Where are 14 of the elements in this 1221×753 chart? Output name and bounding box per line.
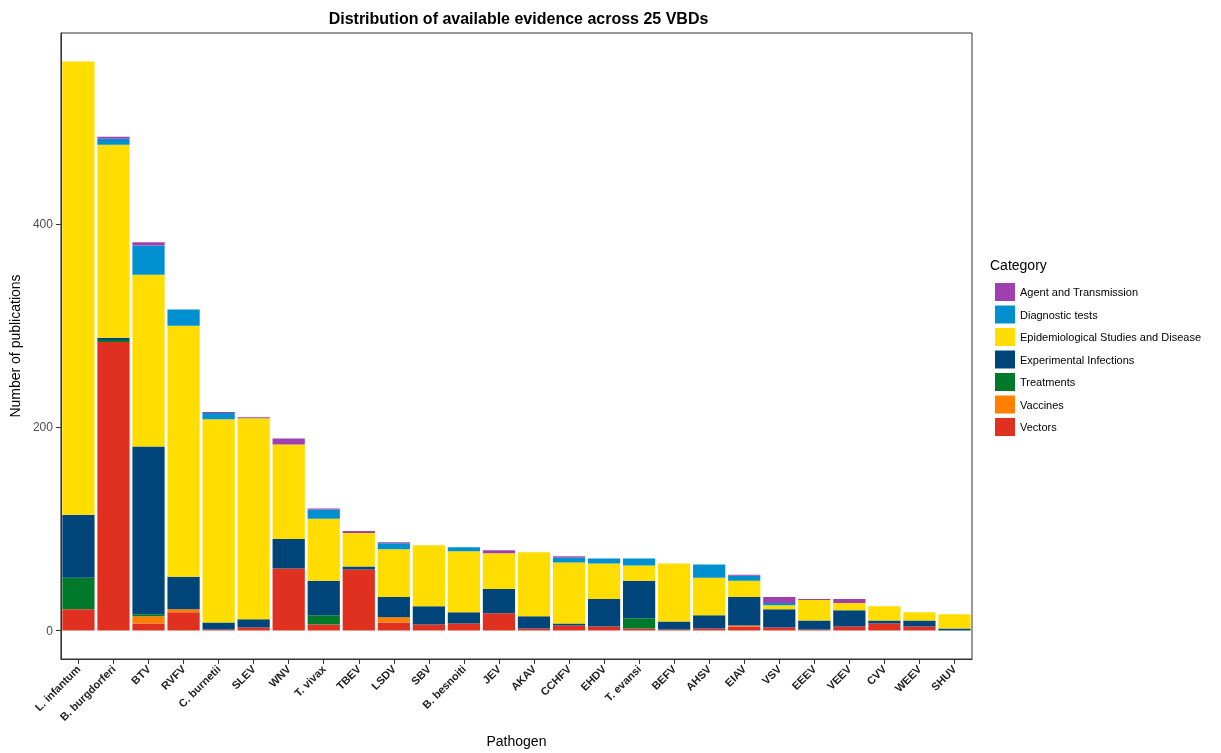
y-tick-label: 0 — [46, 623, 54, 638]
legend-label: Experimental Infections — [1020, 353, 1135, 366]
legend-label: Epidemiological Studies and Disease — [1020, 331, 1201, 343]
y-axis-title: Number of publications — [7, 274, 23, 418]
legend-label: Treatments — [1020, 376, 1076, 388]
y-tick-label: 400 — [32, 217, 54, 232]
legend-label: Vectors — [1020, 421, 1058, 433]
legend-label: Vaccines — [1020, 398, 1065, 411]
legend-title: Category — [990, 257, 1047, 273]
x-axis-title: Pathogen — [486, 733, 547, 749]
legend-label: Diagnostic tests — [1020, 308, 1099, 321]
legend-label: Agent and Transmission — [1020, 286, 1139, 298]
chart-title: Distribution of available evidence across 25 VBDs — [328, 9, 709, 27]
y-tick-label: 200 — [32, 420, 54, 435]
